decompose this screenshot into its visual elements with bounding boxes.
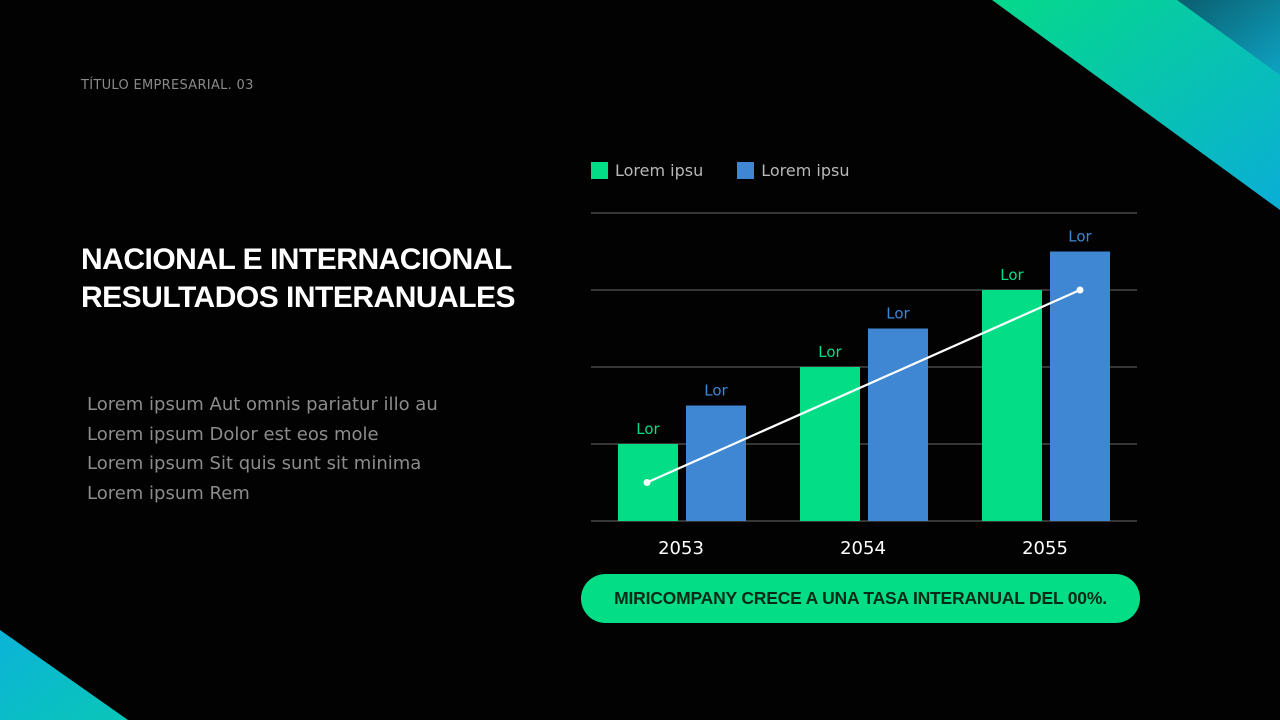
- body-line: Lorem ipsum Aut omnis pariatur illo au: [87, 394, 438, 415]
- slide-subtitle: TÍTULO EMPRESARIAL. 03: [81, 78, 254, 93]
- corner-triangle-bottom: [0, 630, 128, 720]
- bar-green-2054: [800, 367, 860, 521]
- legend-item-series-1: Lorem ipsu: [591, 161, 703, 180]
- bar-blue-2054: [868, 328, 928, 521]
- legend-swatch-green: [591, 162, 608, 179]
- trend-point: [1076, 286, 1084, 294]
- trend-line: [646, 288, 1081, 484]
- data-label: Lor: [1000, 266, 1024, 284]
- trend-point: [643, 479, 651, 486]
- bar-blue-2053: [686, 405, 746, 521]
- bar-green-2055: [982, 290, 1042, 521]
- body-line: Lorem ipsum Rem: [87, 482, 250, 504]
- x-axis-label-2055: 2055: [1022, 538, 1068, 559]
- data-label: Lor: [1068, 228, 1092, 246]
- legend-label: Lorem ipsu: [615, 161, 704, 180]
- title-line-2: RESULTADOS INTERANUALES: [81, 281, 516, 314]
- data-label: Lor: [886, 305, 910, 323]
- chart-legend: Lorem ipsu Lorem ipsu: [591, 161, 850, 180]
- legend-label: Lorem ipsu: [761, 161, 850, 180]
- title-line-1: NACIONAL E INTERNACIONAL: [81, 243, 512, 276]
- body-line: Lorem ipsum Dolor est eos mole: [87, 423, 379, 445]
- bar-blue-2055: [1050, 251, 1110, 521]
- data-label: Lor: [704, 382, 728, 400]
- data-label: Lor: [818, 343, 842, 361]
- legend-swatch-blue: [737, 162, 755, 179]
- slide-title: NACIONAL E INTERNACIONAL RESULTADOS INTE…: [81, 241, 516, 317]
- legend-item-series-2: Lorem ipsu: [737, 161, 850, 180]
- corner-stripe-top-dark: [1177, 0, 1280, 75]
- callout-banner: MIRICOMPANY CRECE A UNA TASA INTERANUAL …: [581, 574, 1140, 623]
- data-label: Lor: [636, 420, 660, 438]
- corner-stripe-top: [992, 0, 1280, 210]
- body-text: Lorem ipsum Aut omnis pariatur illo au L…: [87, 390, 438, 508]
- x-axis-label-2053: 2053: [658, 538, 704, 559]
- body-line: Lorem ipsum Sit quis sunt sit minima: [87, 453, 422, 474]
- callout-text: MIRICOMPANY CRECE A UNA TASA INTERANUAL …: [614, 588, 1107, 608]
- x-axis-label-2054: 2054: [840, 538, 886, 559]
